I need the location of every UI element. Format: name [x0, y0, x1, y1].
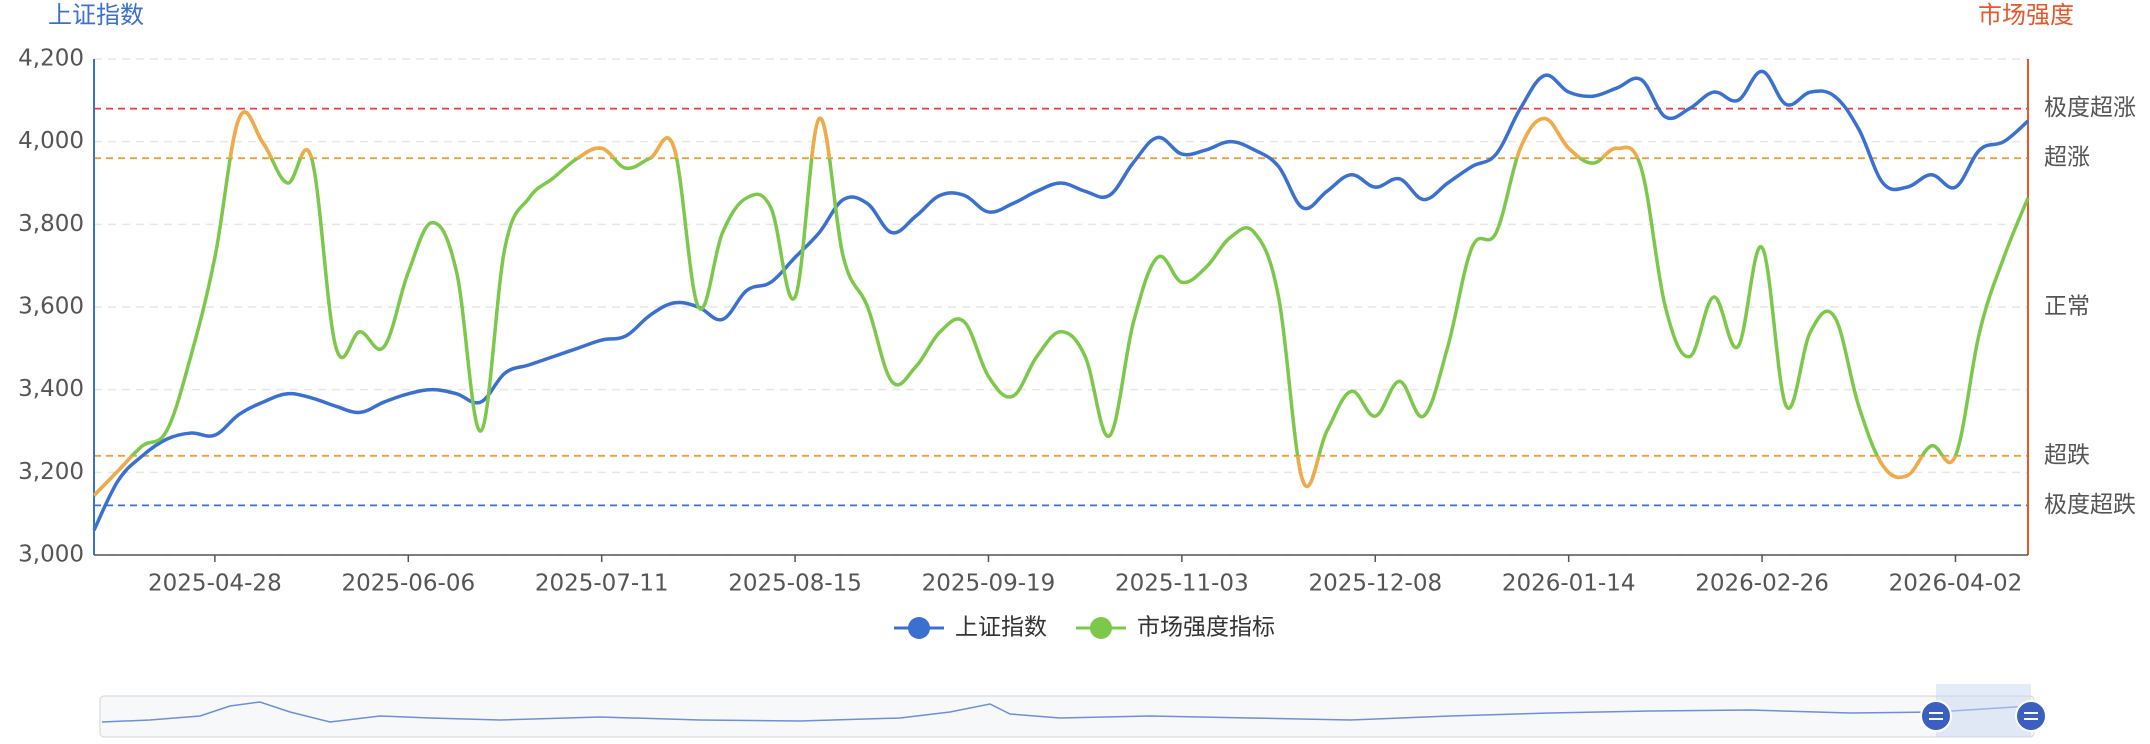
- y-tick-label: 3,000: [18, 542, 84, 568]
- y2-tick-label: 极度超涨: [2044, 95, 2136, 121]
- y-axis-label: 上证指数: [48, 1, 144, 29]
- legend-marker: [1090, 617, 1112, 639]
- series-line: [92, 110, 2030, 497]
- x-tick-label: 2026-02-26: [1695, 571, 1829, 597]
- legend-marker: [908, 617, 930, 639]
- legend-label: 上证指数: [955, 615, 1047, 641]
- zoom-window[interactable]: [1936, 684, 2031, 737]
- data-zoom[interactable]: [99, 684, 2047, 738]
- zoom-handle[interactable]: [2015, 700, 2047, 732]
- y2-axis-label: 市场强度: [1978, 1, 2074, 29]
- x-tick-label: 2025-06-06: [341, 571, 475, 597]
- zoom-preview: [101, 701, 2031, 723]
- legend-label: 市场强度指标: [1137, 615, 1275, 641]
- legend-item[interactable]: 上证指数: [894, 615, 1047, 641]
- y-tick-label: 3,600: [18, 294, 84, 320]
- y-tick-label: 3,400: [18, 376, 84, 402]
- x-tick-label: 2026-01-14: [1502, 571, 1636, 597]
- x-tick-label: 2025-11-03: [1115, 571, 1249, 597]
- x-tick-label: 2025-12-08: [1308, 571, 1442, 597]
- y2-tick-label: 超跌: [2044, 442, 2090, 468]
- y2-tick-label: 超涨: [2044, 145, 2090, 171]
- y-tick-label: 4,000: [18, 128, 84, 154]
- x-tick-label: 2026-04-02: [1889, 571, 2023, 597]
- x-tick-label: 2025-08-15: [728, 571, 862, 597]
- handle-grip: [1929, 712, 2038, 720]
- series-line: [92, 69, 2030, 531]
- x-tick-label: 2025-09-19: [922, 571, 1056, 597]
- series-highlight: [94, 110, 2028, 497]
- y-tick-label: 3,800: [18, 211, 84, 237]
- legend-item[interactable]: 市场强度指标: [1076, 615, 1275, 641]
- y-tick-label: 4,200: [18, 46, 84, 72]
- zoom-handle[interactable]: [1920, 700, 1952, 732]
- y2-tick-label: 正常: [2044, 294, 2090, 320]
- x-tick-label: 2025-04-28: [148, 571, 282, 597]
- y2-tick-label: 极度超跌: [2044, 492, 2136, 518]
- x-tick-label: 2025-07-11: [535, 571, 669, 597]
- y-tick-label: 3,200: [18, 459, 84, 485]
